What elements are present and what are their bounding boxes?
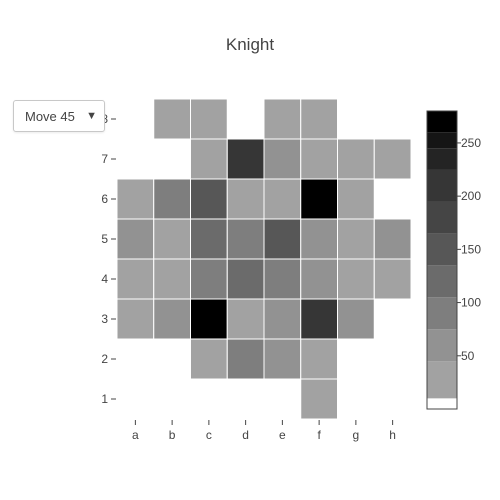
heatmap-cell-e6 — [263, 178, 302, 220]
y-tick-label: 1 — [101, 392, 108, 406]
colorbar-band — [427, 111, 457, 133]
colorbar-tick-label: 250 — [461, 136, 481, 150]
heatmap-cell-g4 — [337, 258, 375, 300]
colorbar: 50 100 150 200 250 — [426, 110, 481, 410]
heatmap-cell-b4 — [153, 258, 191, 300]
colorbar-band — [427, 265, 457, 298]
heatmap-cell-f5 — [300, 218, 338, 260]
heatmap-cell-a6 — [116, 178, 155, 220]
colorbar-band — [427, 329, 457, 362]
y-axis: 12345678 — [101, 112, 116, 406]
y-tick-label: 4 — [101, 272, 108, 286]
colorbar-band — [427, 297, 457, 330]
heatmap-cell-b8 — [153, 98, 191, 140]
heatmap-cell-f3 — [300, 298, 338, 340]
colorbar-band — [427, 233, 457, 266]
x-tick-label: h — [389, 428, 396, 442]
x-axis: a b c d e f g h — [132, 420, 396, 442]
heatmap-cell-e4 — [263, 258, 302, 300]
move-dropdown[interactable]: Move 45 ▼ — [13, 100, 105, 132]
heatmap-cell-e3 — [263, 298, 302, 340]
heatmap-cell-c8 — [190, 98, 228, 140]
colorbar-band — [427, 361, 457, 399]
y-tick-label: 7 — [101, 152, 108, 166]
heatmap-cell-c4 — [190, 258, 228, 300]
heatmap-cell-e7 — [263, 138, 302, 180]
colorbar-tick-label: 50 — [461, 349, 475, 363]
heatmap-cell-c7 — [190, 138, 228, 180]
colorbar-frame — [426, 110, 458, 410]
heatmap-cell-b3 — [153, 298, 191, 340]
colorbar-tick-label: 200 — [461, 189, 481, 203]
x-tick-label: f — [317, 428, 321, 442]
colorbar-band — [427, 201, 457, 234]
heatmap-cell-f1 — [300, 378, 338, 420]
y-tick-label: 6 — [101, 192, 108, 206]
x-tick-label: e — [279, 428, 286, 442]
heatmap-cell-d2 — [226, 338, 265, 380]
heatmap-cell-e8 — [263, 98, 302, 140]
colorbar-band — [427, 132, 457, 149]
move-dropdown-label: Move 45 — [25, 108, 75, 124]
heatmap-cell-g7 — [337, 138, 375, 180]
heatmap-cell-c6 — [190, 178, 228, 220]
heatmap-cell-d6 — [226, 178, 265, 220]
heatmap-cell-c5 — [190, 218, 228, 260]
heatmap-cell-g6 — [337, 178, 375, 220]
heatmap-cell-g5 — [337, 218, 375, 260]
colorbar-band — [427, 148, 457, 170]
heatmap-cells — [116, 98, 412, 420]
x-tick-label: c — [206, 428, 212, 442]
colorbar-band — [427, 169, 457, 202]
x-tick-label: a — [132, 428, 139, 442]
chevron-down-icon: ▼ — [86, 110, 97, 122]
heatmap-cell-f6 — [300, 178, 338, 220]
colorbar-tick-label: 100 — [461, 296, 481, 310]
y-tick-label: 2 — [101, 352, 108, 366]
heatmap-cell-h5 — [373, 218, 412, 260]
y-tick-label: 3 — [101, 312, 108, 326]
heatmap-cell-f4 — [300, 258, 338, 300]
heatmap-cell-c2 — [190, 338, 228, 380]
chart-title: Knight — [226, 35, 274, 54]
heatmap-cell-b5 — [153, 218, 191, 260]
heatmap-cell-f8 — [300, 98, 338, 140]
heatmap-cell-c3 — [190, 298, 228, 340]
heatmap-cell-g3 — [337, 298, 375, 340]
heatmap-cell-h4 — [373, 258, 412, 300]
heatmap-cell-f7 — [300, 138, 338, 180]
heatmap-cell-a4 — [116, 258, 155, 300]
x-tick-label: d — [242, 428, 249, 442]
heatmap-cell-d5 — [226, 218, 265, 260]
heatmap-cell-e5 — [263, 218, 302, 260]
heatmap-cell-f2 — [300, 338, 338, 380]
heatmap-cell-d3 — [226, 298, 265, 340]
x-tick-label: g — [353, 428, 360, 442]
heatmap-cell-a5 — [116, 218, 155, 260]
colorbar-band — [427, 398, 457, 409]
heatmap-cell-h7 — [373, 138, 412, 180]
y-tick-label: 5 — [101, 232, 108, 246]
heatmap-cell-d4 — [226, 258, 265, 300]
colorbar-tick-label: 150 — [461, 242, 481, 256]
heatmap-cell-a3 — [116, 298, 155, 340]
heatmap-cell-d7 — [226, 138, 265, 180]
heatmap-cell-e2 — [263, 338, 302, 380]
heatmap-cell-b6 — [153, 178, 191, 220]
x-tick-label: b — [169, 428, 176, 442]
